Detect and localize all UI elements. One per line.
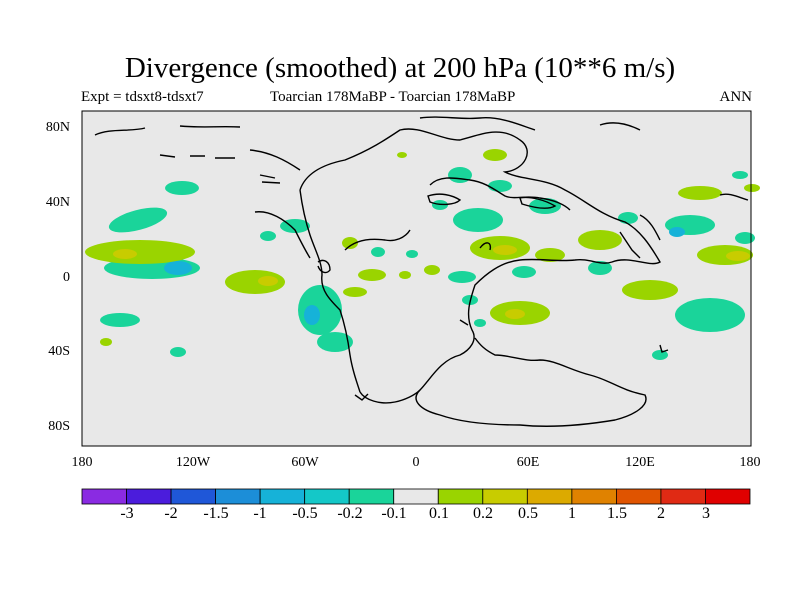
map-background — [82, 111, 751, 446]
experiment-label: Expt = tdsxt8-tdsxt7 — [81, 89, 204, 105]
colorbar-box-5 — [304, 488, 350, 505]
colorbar-label-neg3: -3 — [120, 505, 134, 522]
paleo-coastlines — [94, 116, 749, 427]
colorbar-label-neg1_5: -1.5 — [203, 505, 229, 522]
lon-tick-120e: 120E — [625, 455, 655, 470]
lon-tick-180w: 180 — [71, 455, 93, 470]
colorbar-box-3 — [215, 488, 261, 505]
lon-tick-120w: 120W — [175, 455, 211, 470]
colorbar-box-2 — [170, 488, 216, 505]
colorbar-label-neg1: -1 — [253, 505, 267, 522]
colorbar-label-2: 2 — [657, 505, 665, 522]
period-label: Toarcian 178MaBP - Toarcian 178MaBP — [270, 89, 516, 105]
colorbar-label-1_5: 1.5 — [607, 505, 627, 522]
lat-tick-40n: 40N — [45, 195, 70, 210]
lon-tick-0: 0 — [412, 455, 420, 470]
season-label: ANN — [719, 89, 753, 105]
colorbar-box-10 — [526, 488, 573, 505]
map-frame — [81, 110, 752, 447]
colorbar-box-9 — [482, 488, 528, 505]
colorbar-box-12 — [616, 488, 662, 505]
colorbar-label-3: 3 — [702, 505, 710, 522]
colorbar-label-neg0_1: -0.1 — [381, 505, 407, 522]
map-title: Divergence (smoothed) at 200 hPa (10**6 … — [124, 52, 676, 84]
lat-tick-40s: 40S — [48, 344, 70, 359]
lon-tick-180e: 180 — [739, 455, 761, 470]
colorbar-label-0_1: 0.1 — [429, 505, 449, 522]
colorbar-box-11 — [571, 488, 617, 505]
colorbar-box-8 — [437, 488, 484, 505]
colorbar-box-7 — [393, 488, 439, 505]
colorbar-label-0_2: 0.2 — [473, 505, 493, 522]
colorbar-box-6 — [348, 488, 395, 505]
colorbar-box-14 — [705, 488, 751, 505]
colorbar-label-1: 1 — [568, 505, 576, 522]
colorbar-label-neg0_2: -0.2 — [337, 505, 363, 522]
colorbar-box-1 — [126, 488, 172, 505]
lat-tick-0: 0 — [63, 270, 70, 285]
colorbar-box-4 — [259, 488, 306, 505]
colorbar — [81, 488, 751, 505]
colorbar-label-neg0_5: -0.5 — [292, 505, 318, 522]
lon-tick-60w: 60W — [291, 455, 319, 470]
lat-tick-80n: 80N — [45, 120, 70, 135]
colorbar-label-0_5: 0.5 — [518, 505, 538, 522]
lon-tick-60e: 60E — [516, 455, 540, 470]
lat-tick-80s: 80S — [48, 419, 70, 434]
colorbar-label-neg2: -2 — [164, 505, 178, 522]
colorbar-box-13 — [660, 488, 706, 505]
colorbar-box-0 — [81, 488, 127, 505]
